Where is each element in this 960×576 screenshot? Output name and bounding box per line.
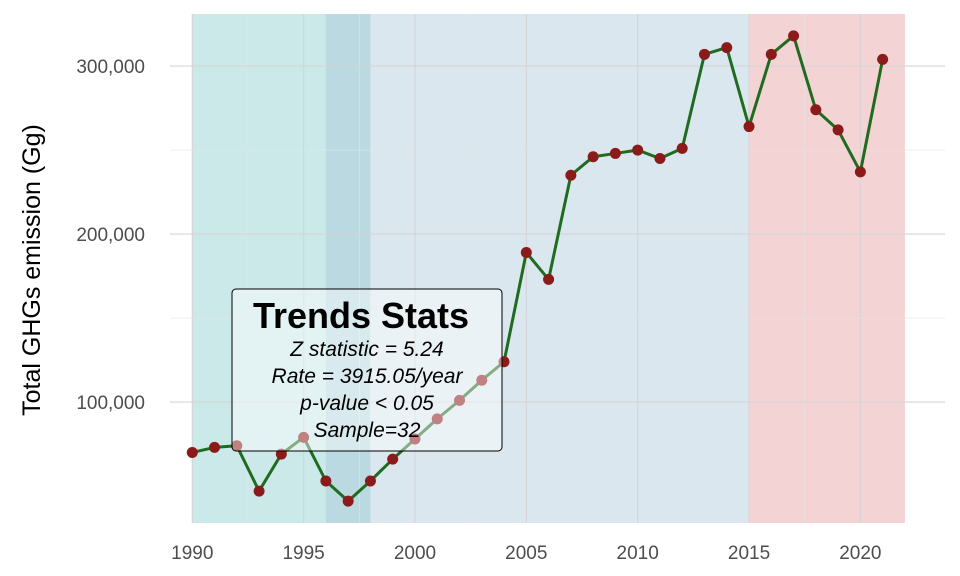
series-segment-1992 — [235, 444, 261, 493]
series-segment-2004 — [502, 251, 528, 364]
series-segment-2014 — [725, 46, 751, 129]
axes-layer: 1990 1995 2000 2005 2010 2015 2020 100,000 200,0… — [76, 57, 881, 564]
shaded-regions — [192, 14, 905, 523]
stats-sample: Sample=32 — [314, 419, 421, 442]
x-tick-label-1995: 1995 — [282, 543, 324, 564]
data-point-1990 — [186, 446, 198, 458]
gridlines — [170, 14, 945, 523]
trends-stats-box: Trends Stats Z statistic = 5.24 Rate = 3… — [231, 288, 503, 452]
data-point-1995 — [298, 431, 310, 443]
series-segment-2012 — [680, 52, 706, 150]
data-point-1997 — [342, 495, 354, 507]
y-axis-title: Total GHGs emission (Gg) — [18, 124, 46, 416]
x-tick-label-2005: 2005 — [505, 543, 547, 564]
data-point-1996 — [320, 475, 332, 487]
data-point-2016 — [765, 48, 777, 60]
data-point-2009 — [609, 147, 621, 159]
shaded-region-1 — [192, 14, 371, 523]
shaded-region-3 — [749, 14, 905, 523]
data-point-2006 — [543, 273, 555, 285]
data-point-2001 — [431, 413, 443, 425]
data-point-1991 — [209, 441, 221, 453]
data-point-2007 — [565, 169, 577, 181]
series-segment-1995 — [302, 435, 328, 483]
x-tick-label-1990: 1990 — [171, 543, 213, 564]
data-point-1992 — [231, 440, 243, 452]
series-segment-2015 — [747, 52, 773, 129]
series-segment-2006 — [547, 173, 573, 281]
x-tick-label-2000: 2000 — [394, 543, 436, 564]
x-tick-label-2010: 2010 — [617, 543, 659, 564]
data-point-2012 — [676, 142, 688, 154]
data-point-2005 — [520, 247, 532, 259]
data-point-2013 — [698, 48, 710, 60]
data-point-2002 — [454, 394, 466, 406]
series-segment-2005 — [524, 251, 551, 281]
x-tick-label-2015: 2015 — [728, 543, 770, 564]
data-point-1998 — [364, 475, 376, 487]
series-segment-2020 — [858, 57, 885, 174]
data-point-2015 — [743, 121, 755, 133]
data-point-2000 — [409, 433, 421, 445]
shaded-region-2 — [325, 14, 750, 523]
data-point-2014 — [721, 42, 733, 54]
data-point-1993 — [253, 485, 265, 497]
data-point-2019 — [832, 124, 844, 136]
series-segment-1993 — [257, 452, 283, 493]
data-point-2020 — [854, 166, 866, 178]
y-tick-label-100000: 100,000 — [76, 393, 145, 414]
series-segment-2019 — [836, 128, 862, 174]
stats-box-frame — [231, 288, 503, 452]
data-point-2018 — [810, 104, 822, 116]
data-point-1999 — [387, 453, 399, 465]
series-segment-2017 — [792, 34, 818, 112]
stats-z-statistic: Z statistic = 5.24 — [289, 338, 443, 361]
stats-rate: Rate = 3915.05/year — [272, 365, 464, 388]
data-point-2003 — [476, 374, 488, 386]
series-layer — [186, 30, 889, 507]
data-point-2021 — [877, 53, 889, 65]
stats-box-title: Trends Stats — [253, 295, 469, 336]
x-tick-label-2020: 2020 — [839, 543, 881, 564]
data-point-2008 — [587, 151, 599, 163]
y-tick-label-300000: 300,000 — [76, 57, 145, 78]
data-point-2011 — [654, 152, 666, 164]
data-point-2017 — [788, 30, 800, 42]
stats-p-value: p-value < 0.05 — [299, 392, 434, 415]
data-point-2004 — [498, 356, 510, 368]
y-tick-label-200000: 200,000 — [76, 225, 145, 246]
data-point-2010 — [632, 144, 644, 156]
